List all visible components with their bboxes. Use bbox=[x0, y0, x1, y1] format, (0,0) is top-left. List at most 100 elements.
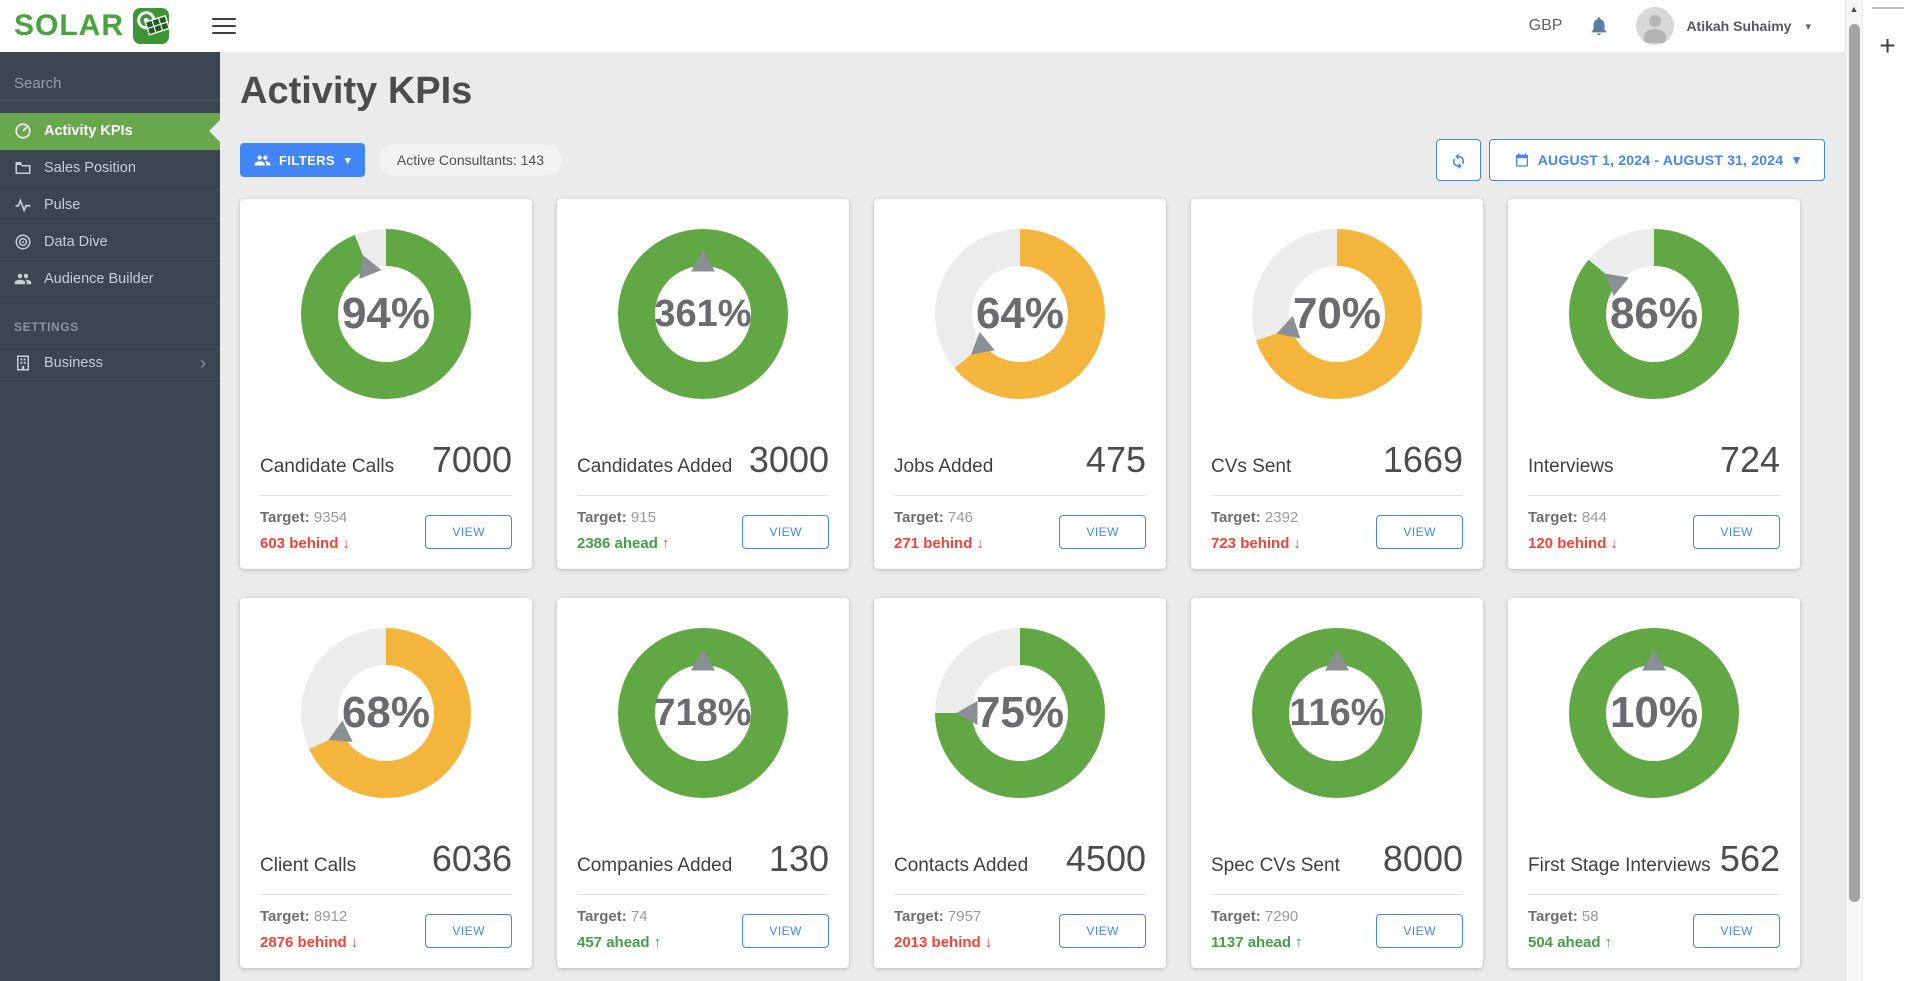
kpi-card: 75% Contacts Added 4500 Target: 7957 201… bbox=[874, 598, 1166, 968]
menu-toggle-icon[interactable] bbox=[212, 13, 236, 39]
progress-marker-icon bbox=[1325, 649, 1349, 671]
view-button[interactable]: VIEW bbox=[425, 914, 512, 948]
rail-handle bbox=[1871, 7, 1904, 9]
status-text: 1137 ahead bbox=[1211, 934, 1292, 951]
status-text: 2386 ahead bbox=[577, 535, 658, 552]
add-plus-icon[interactable]: + bbox=[1879, 30, 1896, 61]
view-button[interactable]: VIEW bbox=[1376, 914, 1463, 948]
divider bbox=[1211, 894, 1463, 895]
solar-logo: SOLAR bbox=[14, 7, 170, 45]
status-arrow-icon: ↑ bbox=[653, 934, 662, 951]
divider bbox=[1528, 495, 1780, 496]
target-value: 844 bbox=[1581, 509, 1607, 526]
notifications-bell-icon[interactable] bbox=[1588, 14, 1610, 38]
status-line: 2386 ahead ↑ bbox=[577, 535, 669, 552]
search-input[interactable] bbox=[14, 74, 213, 92]
view-button[interactable]: VIEW bbox=[742, 515, 829, 549]
status-arrow-icon: ↑ bbox=[1604, 934, 1613, 951]
view-button[interactable]: VIEW bbox=[425, 515, 512, 549]
chevron-right-icon: › bbox=[200, 352, 206, 373]
percent-label: 361% bbox=[654, 292, 752, 335]
donut-chart: 70% bbox=[1252, 229, 1422, 399]
status-text: 603 behind bbox=[260, 535, 339, 552]
sidebar-item-business[interactable]: Business › bbox=[0, 344, 220, 381]
sidebar-item-activity-kpis[interactable]: Activity KPIs bbox=[0, 113, 220, 150]
donut-hole: 86% bbox=[1606, 266, 1702, 362]
kpi-title: Client Calls bbox=[260, 855, 357, 876]
percent-label: 68% bbox=[341, 688, 431, 737]
target-line: Target: 915 bbox=[577, 509, 669, 526]
target-line: Target: 74 bbox=[577, 908, 661, 925]
chevron-down-icon: ▾ bbox=[1793, 152, 1800, 167]
donut-chart: 10% bbox=[1569, 628, 1739, 798]
view-button[interactable]: VIEW bbox=[1693, 914, 1780, 948]
status-arrow-icon: ↑ bbox=[1295, 934, 1303, 951]
kpi-card: 64% Jobs Added 475 Target: 746 271 behin… bbox=[874, 199, 1166, 569]
donut-chart: 75% bbox=[935, 628, 1105, 798]
target-line: Target: 844 bbox=[1528, 509, 1618, 526]
view-button[interactable]: VIEW bbox=[1376, 515, 1463, 549]
target-label: Target: bbox=[1528, 908, 1582, 925]
logo-text: SOLAR bbox=[14, 9, 124, 42]
filters-button[interactable]: FILTERS ▾ bbox=[240, 143, 365, 177]
page-title: Activity KPIs bbox=[240, 70, 473, 112]
currency-label[interactable]: GBP bbox=[1528, 17, 1563, 34]
status-line: 271 behind ↓ bbox=[894, 535, 984, 552]
sidebar-item-pulse[interactable]: Pulse bbox=[0, 187, 220, 224]
divider bbox=[260, 894, 512, 895]
date-range-button[interactable]: AUGUST 1, 2024 - AUGUST 31, 2024 ▾ bbox=[1488, 139, 1825, 181]
target-value: 2392 bbox=[1264, 509, 1299, 526]
kpi-value: 130 bbox=[768, 838, 829, 879]
target-label: Target: bbox=[260, 509, 314, 526]
page-scrollbar[interactable]: ▲ bbox=[1845, 0, 1862, 981]
status-text: 271 behind bbox=[894, 535, 973, 552]
target-label: Target: bbox=[894, 509, 948, 526]
sidebar-item-sales-position[interactable]: Sales Position bbox=[0, 150, 220, 187]
kpi-value: 724 bbox=[1719, 439, 1780, 480]
sidebar-item-audience-builder[interactable]: Audience Builder bbox=[0, 261, 220, 298]
sidebar-item-data-dive[interactable]: Data Dive bbox=[0, 224, 220, 261]
kpi-value: 562 bbox=[1719, 838, 1780, 879]
donut-chart: 94% bbox=[301, 229, 471, 399]
status-text: 504 ahead bbox=[1528, 934, 1601, 951]
kpi-value: 475 bbox=[1085, 439, 1146, 480]
target-value: 746 bbox=[947, 509, 973, 526]
kpi-title: CVs Sent bbox=[1211, 456, 1292, 477]
scrollbar-thumb[interactable] bbox=[1849, 24, 1860, 902]
donut-chart: 86% bbox=[1569, 229, 1739, 399]
kpi-title: Candidates Added bbox=[577, 456, 733, 477]
user-menu[interactable]: Atikah Suhaimy ▾ bbox=[1636, 7, 1811, 45]
target-label: Target: bbox=[577, 509, 631, 526]
target-value: 7290 bbox=[1264, 908, 1299, 925]
percent-label: 116% bbox=[1289, 691, 1385, 734]
target-label: Target: bbox=[1211, 509, 1265, 526]
view-button[interactable]: VIEW bbox=[1693, 515, 1780, 549]
divider bbox=[577, 495, 829, 496]
donut-hole: 10% bbox=[1606, 665, 1702, 761]
sidebar-search bbox=[0, 52, 220, 101]
target-label: Target: bbox=[1528, 509, 1582, 526]
donut-hole: 64% bbox=[972, 266, 1068, 362]
status-arrow-icon: ↓ bbox=[342, 535, 350, 552]
divider bbox=[1528, 894, 1780, 895]
main-content: Activity KPIs FILTERS ▾ Active Consultan… bbox=[220, 52, 1845, 981]
status-text: 120 behind bbox=[1528, 535, 1607, 552]
status-line: 457 ahead ↑ bbox=[577, 934, 661, 951]
people-icon bbox=[14, 273, 32, 285]
target-line: Target: 746 bbox=[894, 509, 984, 526]
view-button[interactable]: VIEW bbox=[1059, 914, 1146, 948]
pulse-icon bbox=[15, 198, 31, 213]
kpi-value: 3000 bbox=[748, 439, 829, 480]
refresh-button[interactable] bbox=[1435, 139, 1481, 181]
status-line: 603 behind ↓ bbox=[260, 535, 350, 552]
status-text: 2876 behind bbox=[260, 934, 347, 951]
view-button[interactable]: VIEW bbox=[742, 914, 829, 948]
kpi-value: 6036 bbox=[431, 838, 512, 879]
donut-hole: 68% bbox=[338, 665, 434, 761]
avatar bbox=[1636, 7, 1675, 45]
percent-label: 75% bbox=[975, 688, 1065, 737]
scrollbar-up-arrow[interactable]: ▲ bbox=[1849, 4, 1859, 14]
view-button[interactable]: VIEW bbox=[1059, 515, 1146, 549]
chevron-down-icon: ▾ bbox=[345, 154, 351, 167]
